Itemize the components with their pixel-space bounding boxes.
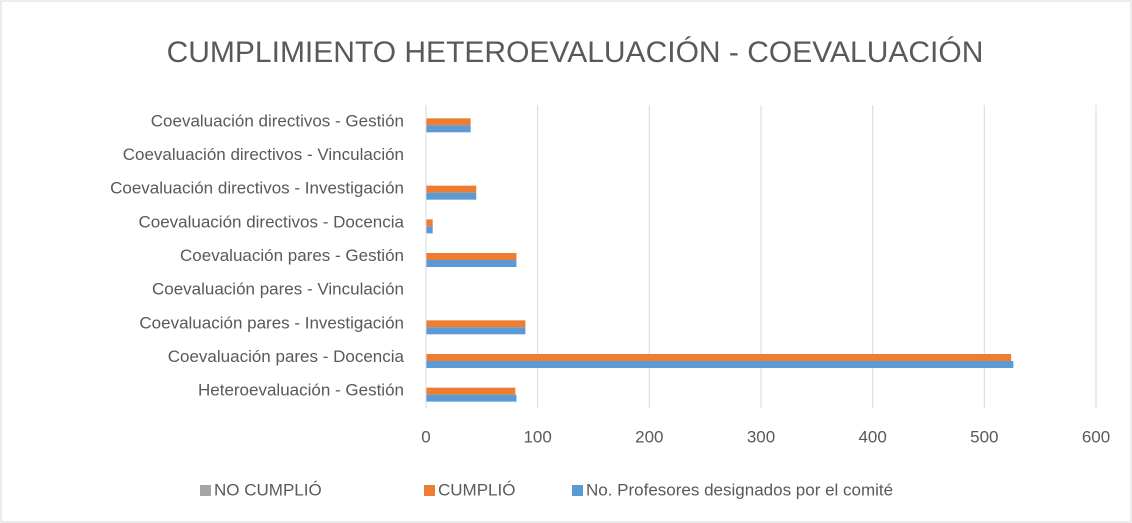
bar [426,253,517,260]
bar [426,260,517,267]
bar [426,185,477,193]
legend-label: NO CUMPLIÓ [214,480,322,499]
bar [426,219,433,227]
y-tick-label: Coevaluación directivos - Gestión [151,111,404,130]
bar [426,387,516,395]
bar [426,327,526,335]
legend-swatch [200,485,211,496]
y-tick-label: Coevaluación pares - Investigación [139,313,404,332]
bar [426,394,517,402]
y-tick-label: Coevaluación pares - Vinculación [152,280,404,299]
y-tick-label: Heteroevaluación - Gestión [198,381,404,400]
bar [426,226,433,234]
y-tick-label: Coevaluación directivos - Vinculación [123,145,404,164]
bar [426,125,471,133]
x-tick-label: 600 [1082,427,1110,446]
x-tick-label: 500 [970,427,998,446]
x-tick-label: 200 [635,427,663,446]
y-tick-label: Coevaluación directivos - Investigación [110,179,404,198]
y-tick-label: Coevaluación pares - Gestión [180,246,404,265]
x-tick-label: 100 [523,427,551,446]
legend-label: No. Profesores designados por el comité [586,480,893,499]
x-tick-label: 0 [421,427,430,446]
bar [426,361,1014,368]
y-tick-label: Coevaluación pares - Docencia [168,347,405,366]
chart-title: CUMPLIMIENTO HETEROEVALUACIÓN - COEVALUA… [167,36,984,69]
x-tick-label: 400 [858,427,886,446]
legend-swatch [572,485,583,496]
bar [426,192,477,200]
bar [426,354,1012,361]
bar [426,118,471,126]
y-tick-label: Coevaluación directivos - Docencia [138,212,404,231]
legend-label: CUMPLIÓ [438,480,515,499]
x-tick-label: 300 [747,427,775,446]
bar [426,320,526,328]
legend-swatch [424,485,435,496]
